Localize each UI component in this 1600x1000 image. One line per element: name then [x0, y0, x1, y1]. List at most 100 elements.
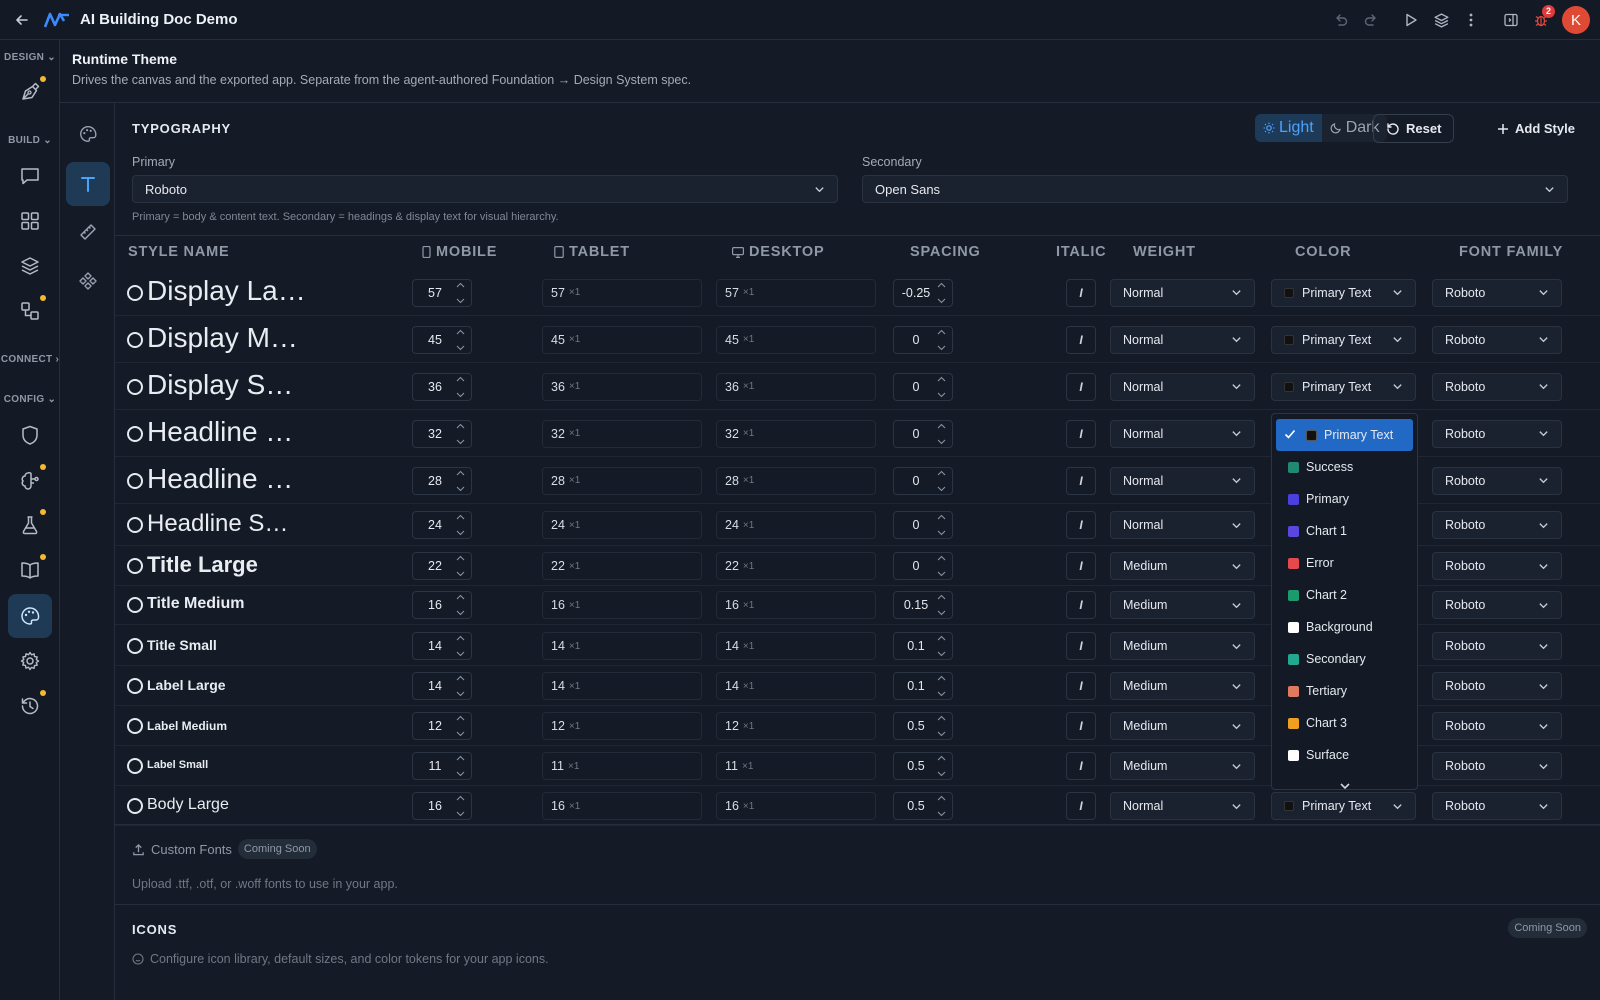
mobile-size-input[interactable]: 32	[412, 419, 472, 448]
color-select[interactable]: Primary Text	[1271, 372, 1416, 401]
italic-toggle[interactable]: I	[1066, 591, 1096, 619]
mobile-size-input[interactable]: 14	[412, 632, 472, 660]
font-family-select[interactable]: Roboto	[1432, 372, 1562, 401]
rail-pages-button[interactable]	[8, 199, 52, 243]
italic-toggle[interactable]: I	[1066, 511, 1096, 539]
stepper-arrows-icon[interactable]	[937, 470, 950, 492]
stepper-arrows-icon[interactable]	[937, 376, 950, 398]
color-option[interactable]: Primary Text	[1276, 419, 1413, 451]
theme-dark-option[interactable]: Dark	[1322, 114, 1388, 142]
letter-spacing-input[interactable]: 0	[893, 325, 953, 354]
italic-toggle[interactable]: I	[1066, 419, 1096, 448]
add-style-button[interactable]: Add Style	[1497, 114, 1575, 143]
stepper-arrows-icon[interactable]	[456, 376, 469, 398]
desktop-size-input[interactable]: 57 ×1	[716, 278, 876, 307]
letter-spacing-input[interactable]: 0.5	[893, 752, 953, 780]
panel-toggle-icon[interactable]	[1496, 5, 1526, 35]
scroll-more-chevron-icon[interactable]	[1276, 771, 1413, 801]
color-option[interactable]: Primary	[1276, 483, 1413, 515]
mobile-size-input[interactable]: 24	[412, 511, 472, 539]
rail-history-button[interactable]	[8, 684, 52, 728]
italic-toggle[interactable]: I	[1066, 632, 1096, 660]
style-radio[interactable]	[127, 678, 143, 694]
stepper-arrows-icon[interactable]	[937, 594, 950, 616]
weight-select[interactable]: Medium	[1110, 712, 1255, 740]
stepper-arrows-icon[interactable]	[456, 635, 469, 657]
color-option[interactable]: Error	[1276, 547, 1413, 579]
tablet-size-input[interactable]: 28 ×1	[542, 466, 702, 495]
tablet-size-input[interactable]: 45 ×1	[542, 325, 702, 354]
rail-security-button[interactable]	[8, 413, 52, 457]
weight-select[interactable]: Medium	[1110, 591, 1255, 619]
desktop-size-input[interactable]: 36 ×1	[716, 372, 876, 401]
section-spacing-button[interactable]	[66, 210, 110, 254]
color-select[interactable]: Primary Text	[1271, 792, 1416, 820]
weight-select[interactable]: Normal	[1110, 511, 1255, 539]
font-family-select[interactable]: Roboto	[1432, 278, 1562, 307]
desktop-size-input[interactable]: 11 ×1	[716, 752, 876, 780]
tablet-size-input[interactable]: 11 ×1	[542, 752, 702, 780]
tablet-size-input[interactable]: 57 ×1	[542, 278, 702, 307]
font-family-select[interactable]: Roboto	[1432, 712, 1562, 740]
tablet-size-input[interactable]: 24 ×1	[542, 511, 702, 539]
desktop-size-input[interactable]: 16 ×1	[716, 591, 876, 619]
color-select[interactable]: Primary Text	[1271, 325, 1416, 354]
rail-components-button[interactable]	[8, 289, 52, 333]
desktop-size-input[interactable]: 16 ×1	[716, 792, 876, 820]
mobile-size-input[interactable]: 28	[412, 466, 472, 495]
desktop-size-input[interactable]: 28 ×1	[716, 466, 876, 495]
stepper-arrows-icon[interactable]	[456, 470, 469, 492]
color-option[interactable]: Secondary	[1276, 643, 1413, 675]
font-family-select[interactable]: Roboto	[1432, 792, 1562, 820]
mobile-size-input[interactable]: 16	[412, 591, 472, 619]
stepper-arrows-icon[interactable]	[937, 675, 950, 697]
stepper-arrows-icon[interactable]	[456, 755, 469, 777]
desktop-size-input[interactable]: 12 ×1	[716, 712, 876, 740]
style-radio[interactable]	[127, 284, 143, 301]
weight-select[interactable]: Normal	[1110, 372, 1255, 401]
redo-icon[interactable]	[1356, 5, 1386, 35]
stepper-arrows-icon[interactable]	[937, 635, 950, 657]
style-radio[interactable]	[127, 758, 143, 774]
letter-spacing-input[interactable]: 0.1	[893, 672, 953, 700]
desktop-size-input[interactable]: 22 ×1	[716, 552, 876, 580]
letter-spacing-input[interactable]: -0.25	[893, 278, 953, 307]
italic-toggle[interactable]: I	[1066, 278, 1096, 307]
mobile-size-input[interactable]: 11	[412, 752, 472, 780]
italic-toggle[interactable]: I	[1066, 372, 1096, 401]
letter-spacing-input[interactable]: 0.5	[893, 712, 953, 740]
desktop-size-input[interactable]: 24 ×1	[716, 511, 876, 539]
style-radio[interactable]	[127, 331, 143, 348]
color-option[interactable]: Success	[1276, 451, 1413, 483]
rail-theme-button[interactable]	[8, 594, 52, 638]
primary-font-select[interactable]: Roboto	[132, 175, 838, 203]
back-arrow-icon[interactable]	[0, 12, 44, 28]
style-radio[interactable]	[127, 718, 143, 734]
tablet-size-input[interactable]: 12 ×1	[542, 712, 702, 740]
letter-spacing-input[interactable]: 0	[893, 419, 953, 448]
color-option[interactable]: Chart 1	[1276, 515, 1413, 547]
stepper-arrows-icon[interactable]	[456, 594, 469, 616]
stepper-arrows-icon[interactable]	[937, 755, 950, 777]
color-option[interactable]: Chart 2	[1276, 579, 1413, 611]
rail-docs-button[interactable]	[8, 548, 52, 592]
layers-icon[interactable]	[1426, 5, 1456, 35]
font-family-select[interactable]: Roboto	[1432, 325, 1562, 354]
rail-settings-button[interactable]	[8, 639, 52, 683]
rail-section-connect[interactable]: CONNECT ›	[0, 354, 60, 365]
tablet-size-input[interactable]: 22 ×1	[542, 552, 702, 580]
section-components-button[interactable]	[66, 259, 110, 303]
rail-chat-button[interactable]	[8, 154, 52, 198]
stepper-arrows-icon[interactable]	[456, 282, 469, 304]
mobile-size-input[interactable]: 57	[412, 278, 472, 307]
italic-toggle[interactable]: I	[1066, 792, 1096, 820]
more-vertical-icon[interactable]	[1456, 5, 1486, 35]
stepper-arrows-icon[interactable]	[456, 795, 469, 817]
font-family-select[interactable]: Roboto	[1432, 552, 1562, 580]
tablet-size-input[interactable]: 16 ×1	[542, 591, 702, 619]
stepper-arrows-icon[interactable]	[937, 514, 950, 536]
section-typography-button[interactable]	[66, 162, 110, 206]
weight-select[interactable]: Medium	[1110, 552, 1255, 580]
letter-spacing-input[interactable]: 0	[893, 511, 953, 539]
mobile-size-input[interactable]: 14	[412, 672, 472, 700]
